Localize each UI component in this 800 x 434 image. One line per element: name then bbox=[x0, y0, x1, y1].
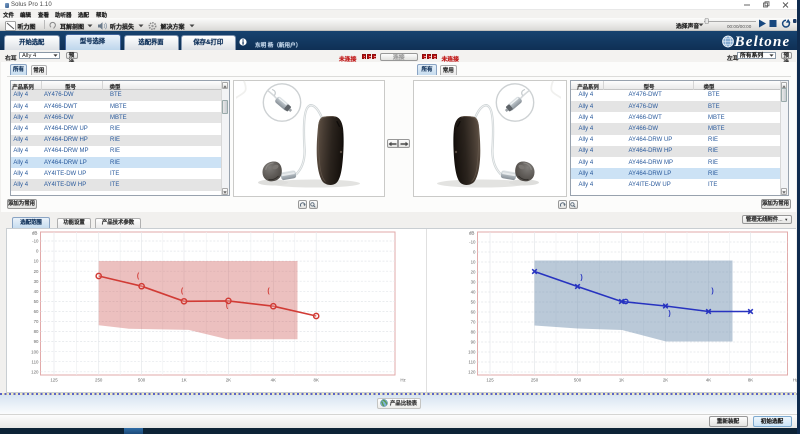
svg-text:100: 100 bbox=[468, 350, 476, 355]
svg-text:50: 50 bbox=[471, 300, 476, 305]
svg-text:4K: 4K bbox=[706, 378, 711, 383]
svg-text:50: 50 bbox=[34, 299, 39, 304]
svg-text:40: 40 bbox=[34, 289, 39, 294]
svg-text:2K: 2K bbox=[663, 378, 668, 383]
svg-text:8K: 8K bbox=[748, 378, 753, 383]
svg-text:Hz: Hz bbox=[400, 378, 405, 383]
svg-text:(: ( bbox=[181, 288, 184, 295]
svg-text:500: 500 bbox=[138, 378, 146, 383]
svg-text:1K: 1K bbox=[181, 378, 186, 383]
svg-text:100: 100 bbox=[31, 349, 39, 354]
svg-text:110: 110 bbox=[469, 360, 477, 365]
svg-text:30: 30 bbox=[471, 280, 476, 285]
svg-text:40: 40 bbox=[471, 290, 476, 295]
svg-text:120: 120 bbox=[31, 369, 39, 374]
svg-text:20: 20 bbox=[34, 269, 39, 274]
svg-text:dB: dB bbox=[469, 231, 475, 236]
svg-text:4K: 4K bbox=[271, 378, 276, 383]
svg-text:60: 60 bbox=[34, 309, 39, 314]
svg-text:0: 0 bbox=[473, 250, 476, 255]
svg-text:10: 10 bbox=[34, 259, 39, 264]
svg-text:90: 90 bbox=[471, 340, 476, 345]
svg-text:dB: dB bbox=[32, 231, 38, 236]
svg-text:): ) bbox=[711, 288, 713, 295]
svg-text:-10: -10 bbox=[32, 239, 39, 244]
svg-text:125: 125 bbox=[50, 378, 58, 383]
svg-text:80: 80 bbox=[34, 329, 39, 334]
svg-text:(: ( bbox=[267, 288, 270, 295]
svg-text:80: 80 bbox=[471, 330, 476, 335]
svg-text:110: 110 bbox=[32, 359, 40, 364]
svg-text:2K: 2K bbox=[226, 378, 231, 383]
svg-text:250: 250 bbox=[95, 378, 103, 383]
svg-text:60: 60 bbox=[471, 310, 476, 315]
svg-text:70: 70 bbox=[471, 320, 476, 325]
svg-text:Hz: Hz bbox=[793, 378, 798, 383]
svg-text:1K: 1K bbox=[619, 378, 624, 383]
svg-text:20: 20 bbox=[471, 270, 476, 275]
svg-text:30: 30 bbox=[34, 279, 39, 284]
svg-text:500: 500 bbox=[574, 378, 582, 383]
svg-text:120: 120 bbox=[468, 370, 476, 375]
svg-text:): ) bbox=[580, 275, 582, 282]
svg-text:(: ( bbox=[226, 303, 229, 310]
svg-text:): ) bbox=[668, 311, 670, 318]
svg-text:(: ( bbox=[137, 273, 140, 280]
svg-text:70: 70 bbox=[34, 319, 39, 324]
svg-text:8K: 8K bbox=[314, 378, 319, 383]
svg-text:0: 0 bbox=[36, 249, 39, 254]
svg-text:125: 125 bbox=[486, 378, 494, 383]
svg-text:Beltone: Beltone bbox=[734, 35, 791, 48]
svg-text:250: 250 bbox=[531, 378, 539, 383]
svg-text:-10: -10 bbox=[469, 240, 476, 245]
svg-text:10: 10 bbox=[471, 260, 476, 265]
svg-text:90: 90 bbox=[34, 339, 39, 344]
